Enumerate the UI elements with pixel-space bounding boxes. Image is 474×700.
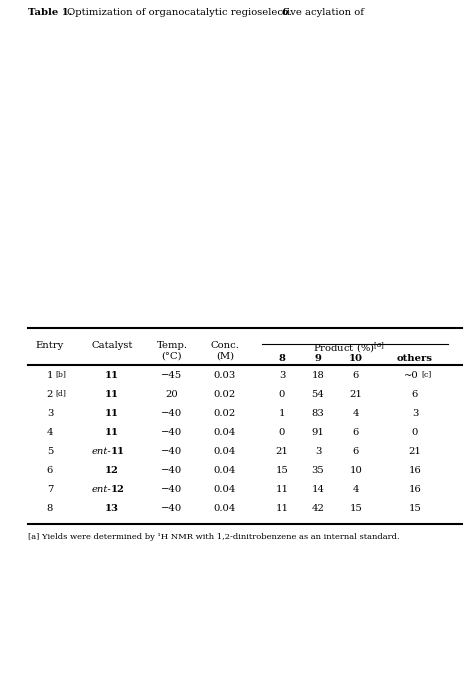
Text: 15: 15 xyxy=(409,503,421,512)
Text: 3: 3 xyxy=(412,409,418,418)
Text: Product (%)$^{[a]}$: Product (%)$^{[a]}$ xyxy=(313,341,384,356)
Text: 0.04: 0.04 xyxy=(214,466,236,475)
Text: (°C): (°C) xyxy=(162,351,182,360)
Text: 0.04: 0.04 xyxy=(214,428,236,437)
Text: 21: 21 xyxy=(409,447,421,456)
Text: .: . xyxy=(288,8,291,17)
Text: 83: 83 xyxy=(311,409,324,418)
Text: 3: 3 xyxy=(315,447,321,456)
Text: ent-: ent- xyxy=(91,484,111,494)
Text: (M): (M) xyxy=(216,351,234,360)
Text: 6: 6 xyxy=(353,447,359,456)
Text: 5: 5 xyxy=(47,447,53,456)
Text: 3: 3 xyxy=(279,370,285,379)
Text: 6: 6 xyxy=(353,370,359,379)
Text: −40: −40 xyxy=(161,447,182,456)
Text: [c]: [c] xyxy=(421,370,431,379)
Text: 15: 15 xyxy=(275,466,289,475)
Text: 7: 7 xyxy=(47,484,53,494)
Text: [d]: [d] xyxy=(55,390,66,398)
Text: 0.04: 0.04 xyxy=(214,503,236,512)
Text: −40: −40 xyxy=(161,484,182,494)
Text: 8: 8 xyxy=(279,354,285,363)
Text: 11: 11 xyxy=(275,503,289,512)
Text: 21: 21 xyxy=(275,447,289,456)
Text: 12: 12 xyxy=(111,484,125,494)
Text: ent-: ent- xyxy=(91,447,111,456)
Text: 0.02: 0.02 xyxy=(214,390,236,398)
Text: 0.03: 0.03 xyxy=(214,370,236,379)
Text: ~0: ~0 xyxy=(404,370,419,379)
Text: 35: 35 xyxy=(311,466,324,475)
Text: −40: −40 xyxy=(161,466,182,475)
Text: 21: 21 xyxy=(349,390,363,398)
Text: Catalyst: Catalyst xyxy=(91,341,133,349)
Text: 1: 1 xyxy=(279,409,285,418)
Text: 0.04: 0.04 xyxy=(214,447,236,456)
Text: Table 1.: Table 1. xyxy=(28,8,72,17)
Text: 18: 18 xyxy=(311,370,324,379)
Text: [a] Yields were determined by ¹H NMR with 1,2-dinitrobenzene as an internal stan: [a] Yields were determined by ¹H NMR wit… xyxy=(28,533,400,540)
Text: −40: −40 xyxy=(161,428,182,437)
Text: [b]: [b] xyxy=(55,370,66,379)
Text: 6: 6 xyxy=(47,466,53,475)
Text: 11: 11 xyxy=(105,409,119,418)
Text: −40: −40 xyxy=(161,503,182,512)
Text: Conc.: Conc. xyxy=(210,341,239,349)
Text: 11: 11 xyxy=(111,447,125,456)
Text: 16: 16 xyxy=(409,484,421,494)
Text: 4: 4 xyxy=(353,484,359,494)
Text: Optimization of organocatalytic regioselective acylation of: Optimization of organocatalytic regiosel… xyxy=(64,8,367,17)
Text: 20: 20 xyxy=(165,390,178,398)
Text: 6: 6 xyxy=(282,8,289,17)
Text: −45: −45 xyxy=(161,370,182,379)
Text: 16: 16 xyxy=(409,466,421,475)
Text: others: others xyxy=(397,354,433,363)
Text: 15: 15 xyxy=(349,503,363,512)
Text: 2: 2 xyxy=(47,390,53,398)
Text: 9: 9 xyxy=(315,354,321,363)
Text: 10: 10 xyxy=(349,466,363,475)
Text: 4: 4 xyxy=(47,428,53,437)
Text: 10: 10 xyxy=(349,354,363,363)
Text: 54: 54 xyxy=(311,390,324,398)
Text: 11: 11 xyxy=(105,428,119,437)
Text: 0: 0 xyxy=(412,428,418,437)
Text: 42: 42 xyxy=(311,503,324,512)
Text: 11: 11 xyxy=(105,370,119,379)
Text: 11: 11 xyxy=(105,390,119,398)
Text: 91: 91 xyxy=(311,428,324,437)
Text: 0.04: 0.04 xyxy=(214,484,236,494)
Text: 13: 13 xyxy=(105,503,119,512)
Text: 1: 1 xyxy=(47,370,53,379)
Text: Temp.: Temp. xyxy=(156,341,188,349)
Text: 6: 6 xyxy=(412,390,418,398)
Text: 4: 4 xyxy=(353,409,359,418)
Text: Entry: Entry xyxy=(36,341,64,349)
Text: 12: 12 xyxy=(105,466,119,475)
Text: 14: 14 xyxy=(311,484,325,494)
Text: 6: 6 xyxy=(353,428,359,437)
Text: 3: 3 xyxy=(47,409,53,418)
Text: 8: 8 xyxy=(47,503,53,512)
Text: 11: 11 xyxy=(275,484,289,494)
Text: 0: 0 xyxy=(279,428,285,437)
Text: 0.02: 0.02 xyxy=(214,409,236,418)
Text: −40: −40 xyxy=(161,409,182,418)
Text: 0: 0 xyxy=(279,390,285,398)
